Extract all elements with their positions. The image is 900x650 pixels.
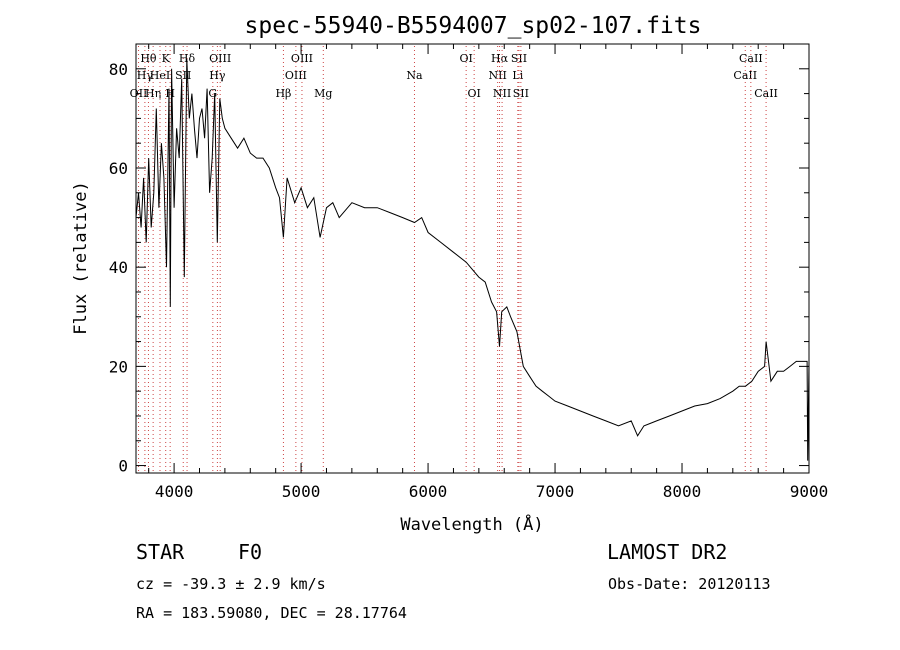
line-marker-label: CaII xyxy=(754,87,778,100)
line-marker-label: Na xyxy=(406,69,423,82)
survey-name: LAMOST DR2 xyxy=(607,540,728,564)
x-tick-label: 9000 xyxy=(790,482,829,501)
line-marker-label: H xyxy=(165,87,175,100)
plot-frame xyxy=(135,43,810,474)
line-marker-label: Hα xyxy=(491,52,509,65)
y-tick-label: 40 xyxy=(109,258,128,277)
line-marker-label: Mg xyxy=(314,87,332,100)
y-tick-label: 20 xyxy=(109,357,128,376)
line-marker-label: NII xyxy=(493,87,511,100)
y-tick-label: 60 xyxy=(109,159,128,178)
line-markers: OIIHγHθHηHeIKHSIIHδGHγOIIIHβOIIIOIIIMgNa… xyxy=(130,46,778,473)
x-axis-label: Wavelength (Å) xyxy=(400,513,543,535)
line-marker-label: SII xyxy=(511,52,527,65)
line-marker-label: SII xyxy=(175,69,191,82)
spectrum-line xyxy=(135,58,810,461)
y-axis-label: Flux (relative) xyxy=(71,181,91,335)
x-tick-label: 5000 xyxy=(282,482,321,501)
line-marker-label: Hβ xyxy=(275,87,291,100)
y-axis: 0 20 40 60 80 xyxy=(109,60,809,476)
line-marker-label: NII xyxy=(488,69,506,82)
line-marker-label: G xyxy=(208,87,217,100)
line-marker-label: SII xyxy=(513,87,529,100)
y-tick-label: 80 xyxy=(109,60,128,79)
redshift-readout: cz = -39.3 ± 2.9 km/s xyxy=(136,575,326,593)
x-tick-label: 8000 xyxy=(663,482,702,501)
line-marker-label: CaII xyxy=(733,69,757,82)
line-marker-label: Hθ xyxy=(140,52,157,65)
line-marker-label: CaII xyxy=(739,52,763,65)
chart-title: spec-55940-B5594007_sp02-107.fits xyxy=(245,13,702,39)
x-tick-label: 6000 xyxy=(409,482,448,501)
y-tick-label: 0 xyxy=(118,457,128,476)
line-marker-label: OIII xyxy=(291,52,313,65)
line-marker-label: Hδ xyxy=(179,52,196,65)
line-marker-label: OI xyxy=(459,52,472,65)
line-marker-label: K xyxy=(162,52,171,65)
x-tick-label: 7000 xyxy=(536,482,575,501)
line-marker-label: Hγ xyxy=(209,69,226,82)
line-marker-label: OI xyxy=(467,87,480,100)
object-class: STAR xyxy=(136,540,185,564)
x-tick-label: 4000 xyxy=(155,482,194,501)
x-axis: 4000 5000 6000 7000 8000 9000 xyxy=(148,44,829,501)
object-subclass: F0 xyxy=(238,540,263,564)
line-marker-label: OIII xyxy=(285,69,307,82)
coordinates: RA = 183.59080, DEC = 28.17764 xyxy=(136,604,407,622)
line-marker-label: Li xyxy=(512,69,523,82)
obs-date: Obs-Date: 20120113 xyxy=(608,575,771,593)
line-marker-label: Hγ xyxy=(137,69,154,82)
line-marker-label: HeI xyxy=(150,69,170,82)
line-marker-label: Hη xyxy=(145,87,161,100)
line-marker-label: OIII xyxy=(209,52,231,65)
